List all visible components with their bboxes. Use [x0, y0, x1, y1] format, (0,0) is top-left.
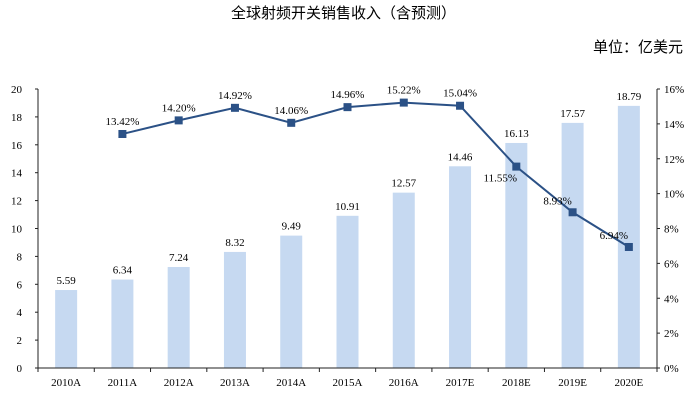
y-left-tick-label: 10: [11, 224, 23, 236]
growth-label: 15.04%: [443, 88, 477, 100]
x-tick-label: 2011A: [108, 377, 138, 389]
chart-title: 全球射频开关销售收入（含预测）: [230, 6, 456, 22]
y-left-tick-label: 14: [11, 168, 23, 180]
bar-label: 12.57: [391, 178, 416, 190]
growth-line: [122, 101, 630, 248]
bar-2012A: [167, 267, 190, 368]
bar-2013A: [223, 251, 246, 368]
y-right-tick-label: 12%: [664, 154, 684, 166]
bar-label: 16.13: [504, 128, 529, 140]
bar-2014A: [280, 235, 303, 368]
y-left-tick-label: 4: [17, 307, 23, 319]
bar-label: 10.91: [335, 201, 360, 213]
growth-marker-2018E: [512, 162, 521, 171]
y-left-tick-label: 8: [17, 251, 23, 263]
x-tick-label: 2020E: [614, 377, 643, 389]
y-right-tick-label: 0%: [664, 363, 679, 375]
bar-label: 17.57: [560, 108, 585, 120]
bar-2020E: [617, 105, 640, 368]
growth-marker-2017E: [456, 101, 465, 110]
x-tick-label: 2017E: [446, 377, 475, 389]
y-right-tick-label: 6%: [664, 258, 679, 270]
growth-label: 8.93%: [543, 195, 571, 207]
growth-label: 6.94%: [600, 230, 628, 242]
y-left-tick-label: 0: [17, 363, 23, 375]
growth-marker-2019E: [568, 208, 577, 217]
growth-label: 15.22%: [387, 85, 421, 97]
growth-label: 14.92%: [218, 90, 252, 102]
bar-2018E: [505, 142, 528, 368]
y-left-tick-label: 16: [11, 140, 23, 152]
bar-label: 5.59: [57, 275, 77, 287]
bar-2019E: [561, 122, 584, 368]
bar-label: 9.49: [282, 221, 302, 233]
bar-label: 7.24: [169, 252, 189, 264]
bar-label: 6.34: [113, 265, 133, 277]
bar-2017E: [449, 166, 472, 368]
x-tick-label: 2019E: [558, 377, 587, 389]
growth-marker-2016A: [399, 98, 408, 107]
growth-marker-2014A: [287, 118, 296, 127]
growth-marker-2011A: [118, 129, 127, 138]
growth-marker-2020E: [624, 242, 633, 251]
x-tick-label: 2014A: [276, 377, 306, 389]
bar-label: 14.46: [448, 151, 473, 163]
growth-label: 14.96%: [331, 89, 365, 101]
y-left-tick-label: 12: [11, 196, 22, 208]
growth-label: 14.06%: [274, 105, 308, 117]
unit-label: 单位：亿美元: [592, 40, 683, 56]
y-left-tick-label: 6: [17, 279, 23, 291]
bar-label: 18.79: [616, 91, 641, 103]
growth-label: 14.20%: [162, 102, 196, 114]
bar-2016A: [392, 192, 415, 368]
x-tick-label: 2013A: [220, 377, 250, 389]
growth-label: 13.42%: [105, 116, 139, 128]
y-right-tick-label: 8%: [664, 224, 679, 236]
x-tick-label: 2010A: [51, 377, 81, 389]
growth-marker-2015A: [343, 103, 352, 112]
bar-2015A: [336, 215, 359, 368]
y-left-tick-label: 20: [11, 84, 23, 96]
bar-2010A: [55, 290, 78, 368]
y-right-tick-label: 14%: [664, 119, 684, 131]
x-tick-label: 2012A: [164, 377, 194, 389]
growth-marker-2012A: [174, 116, 183, 125]
y-left-tick-label: 2: [17, 335, 23, 347]
bar-2011A: [111, 279, 134, 368]
x-tick-label: 2016A: [389, 377, 419, 389]
x-tick-label: 2015A: [333, 377, 363, 389]
y-right-tick-label: 4%: [664, 293, 679, 305]
bar-label: 8.32: [225, 237, 244, 249]
growth-label: 11.55%: [484, 173, 518, 185]
y-right-tick-label: 2%: [664, 328, 679, 340]
growth-marker-2013A: [230, 103, 239, 112]
y-left-tick-label: 18: [11, 112, 23, 124]
y-right-tick-label: 10%: [664, 189, 684, 201]
x-tick-label: 2018E: [502, 377, 531, 389]
y-right-tick-label: 16%: [664, 84, 684, 96]
